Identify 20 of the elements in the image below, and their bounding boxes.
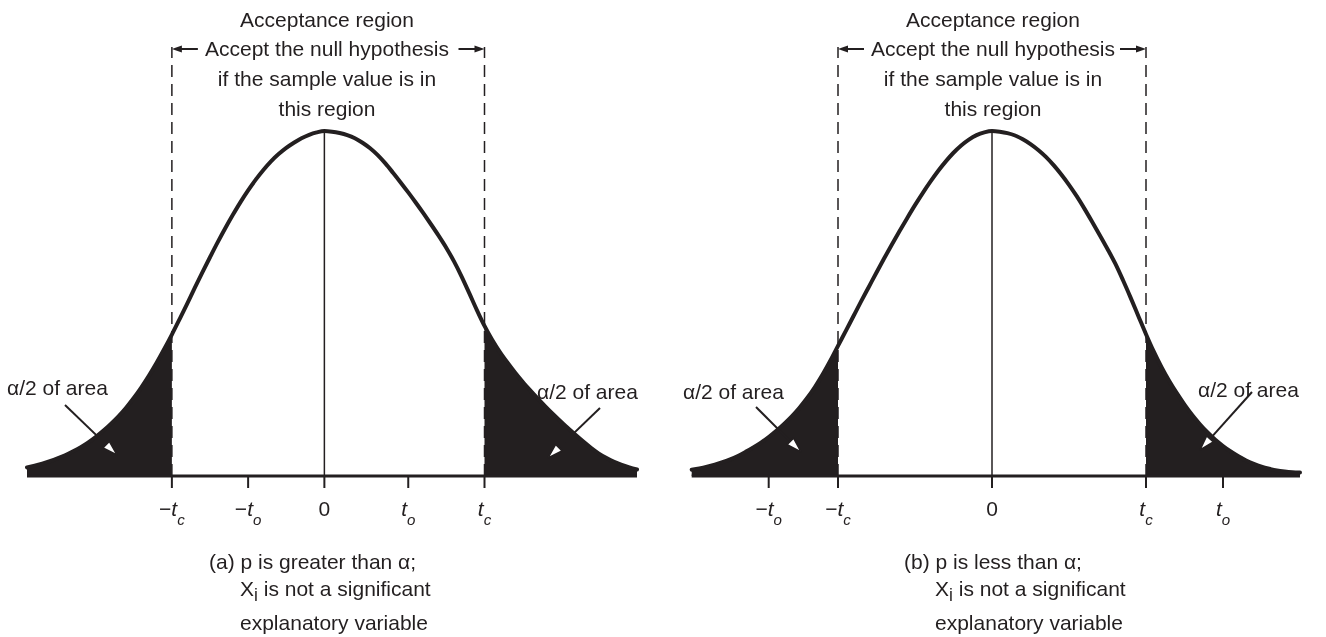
text: (b) p is less than α; X$_{i}$ is not a significant explanatory variable	[904, 548, 1126, 636]
text: Accept the null hypothesis if the sample value is in this region	[205, 36, 449, 122]
x-tick-label: t$_{c}$	[1139, 497, 1154, 528]
x-tick-label: −t$_{o}$	[755, 497, 782, 528]
text: (a) p is greater than α; X$_{i}$ is not a significant explanatory variable	[209, 548, 431, 636]
x-tick-label: t$_{o}$	[1215, 497, 1231, 528]
x-tick-label: −t$_{o}$	[234, 497, 262, 528]
annotation: α/2 of area	[683, 379, 784, 405]
x-tick-label: −t$_{c}$	[159, 497, 186, 528]
x-tick-label: −t$_{c}$	[825, 497, 852, 528]
x-tick-label: t$_{o}$	[401, 497, 416, 528]
annotation: α/2 of area	[537, 379, 638, 405]
x-tick-label: 0	[986, 497, 998, 520]
annotation: α/2 of area	[1198, 377, 1299, 403]
text: Accept the null hypothesis if the sample value is in this region	[871, 36, 1115, 122]
x-tick-label: 0	[318, 497, 331, 520]
text: Acceptance region	[906, 7, 1080, 33]
x-tick-label: t$_{c}$	[477, 497, 492, 528]
text: Acceptance region	[240, 7, 414, 33]
annotation: α/2 of area	[7, 375, 108, 401]
